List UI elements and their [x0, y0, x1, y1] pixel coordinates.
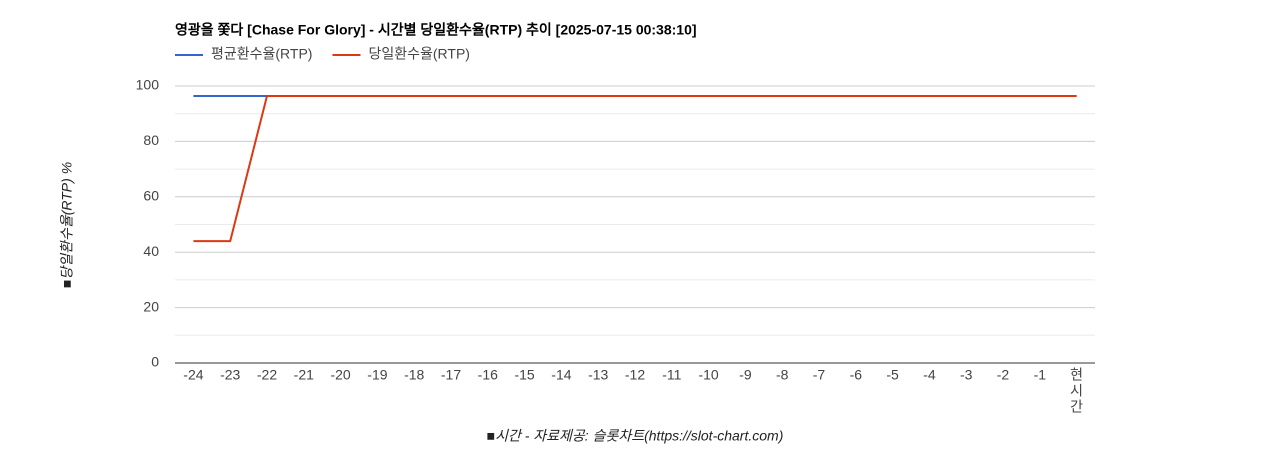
- x-tick-label: -12: [625, 367, 645, 383]
- x-tick-label: -3: [960, 367, 973, 383]
- x-tick-label: 현시간: [1069, 367, 1085, 415]
- x-tick-label: -13: [588, 367, 608, 383]
- x-tick-label: -9: [739, 367, 752, 383]
- y-axis-title: ■당일환수율(RTP) %: [59, 162, 75, 288]
- x-tick-label: -24: [183, 367, 203, 383]
- x-tick-label: -7: [813, 367, 826, 383]
- x-tick-label: -15: [514, 367, 534, 383]
- x-tick-label: -17: [441, 367, 461, 383]
- y-tick-label: 100: [136, 77, 160, 93]
- x-tick-label: -19: [367, 367, 387, 383]
- x-axis-title: ■시간 - 자료제공: 슬롯차트(https://slot-chart.com): [487, 428, 784, 444]
- x-tick-label: -6: [850, 367, 863, 383]
- x-tick-label: -2: [997, 367, 1010, 383]
- data-line: [193, 94, 1077, 243]
- x-tick-label: -18: [404, 367, 424, 383]
- legend-label: 당일환수율(RTP): [368, 46, 469, 62]
- x-tick-label: -4: [923, 367, 936, 383]
- x-tick-label: -20: [330, 367, 350, 383]
- x-tick-label: -11: [662, 367, 681, 383]
- legend-label: 평균환수율(RTP): [211, 46, 312, 62]
- x-tick-label: -10: [698, 367, 718, 383]
- y-tick-label: 20: [143, 298, 159, 314]
- y-tick-label: 80: [143, 132, 159, 148]
- y-tick-label: 60: [143, 188, 159, 204]
- x-tick-label: -21: [294, 367, 314, 383]
- chart-title: 영광을 쫓다 [Chase For Glory] - 시간별 당일환수율(RTP…: [175, 22, 697, 38]
- y-tick-label: 40: [143, 243, 159, 259]
- x-tick-label: -16: [478, 367, 498, 383]
- x-tick-label: -22: [257, 367, 277, 383]
- x-tick-label: -14: [551, 367, 571, 383]
- x-tick-label: -1: [1034, 367, 1047, 383]
- x-tick-label: -5: [886, 367, 899, 383]
- x-tick-label: -8: [776, 367, 789, 383]
- x-tick-label: -23: [220, 367, 240, 383]
- y-tick-label: 0: [151, 354, 159, 370]
